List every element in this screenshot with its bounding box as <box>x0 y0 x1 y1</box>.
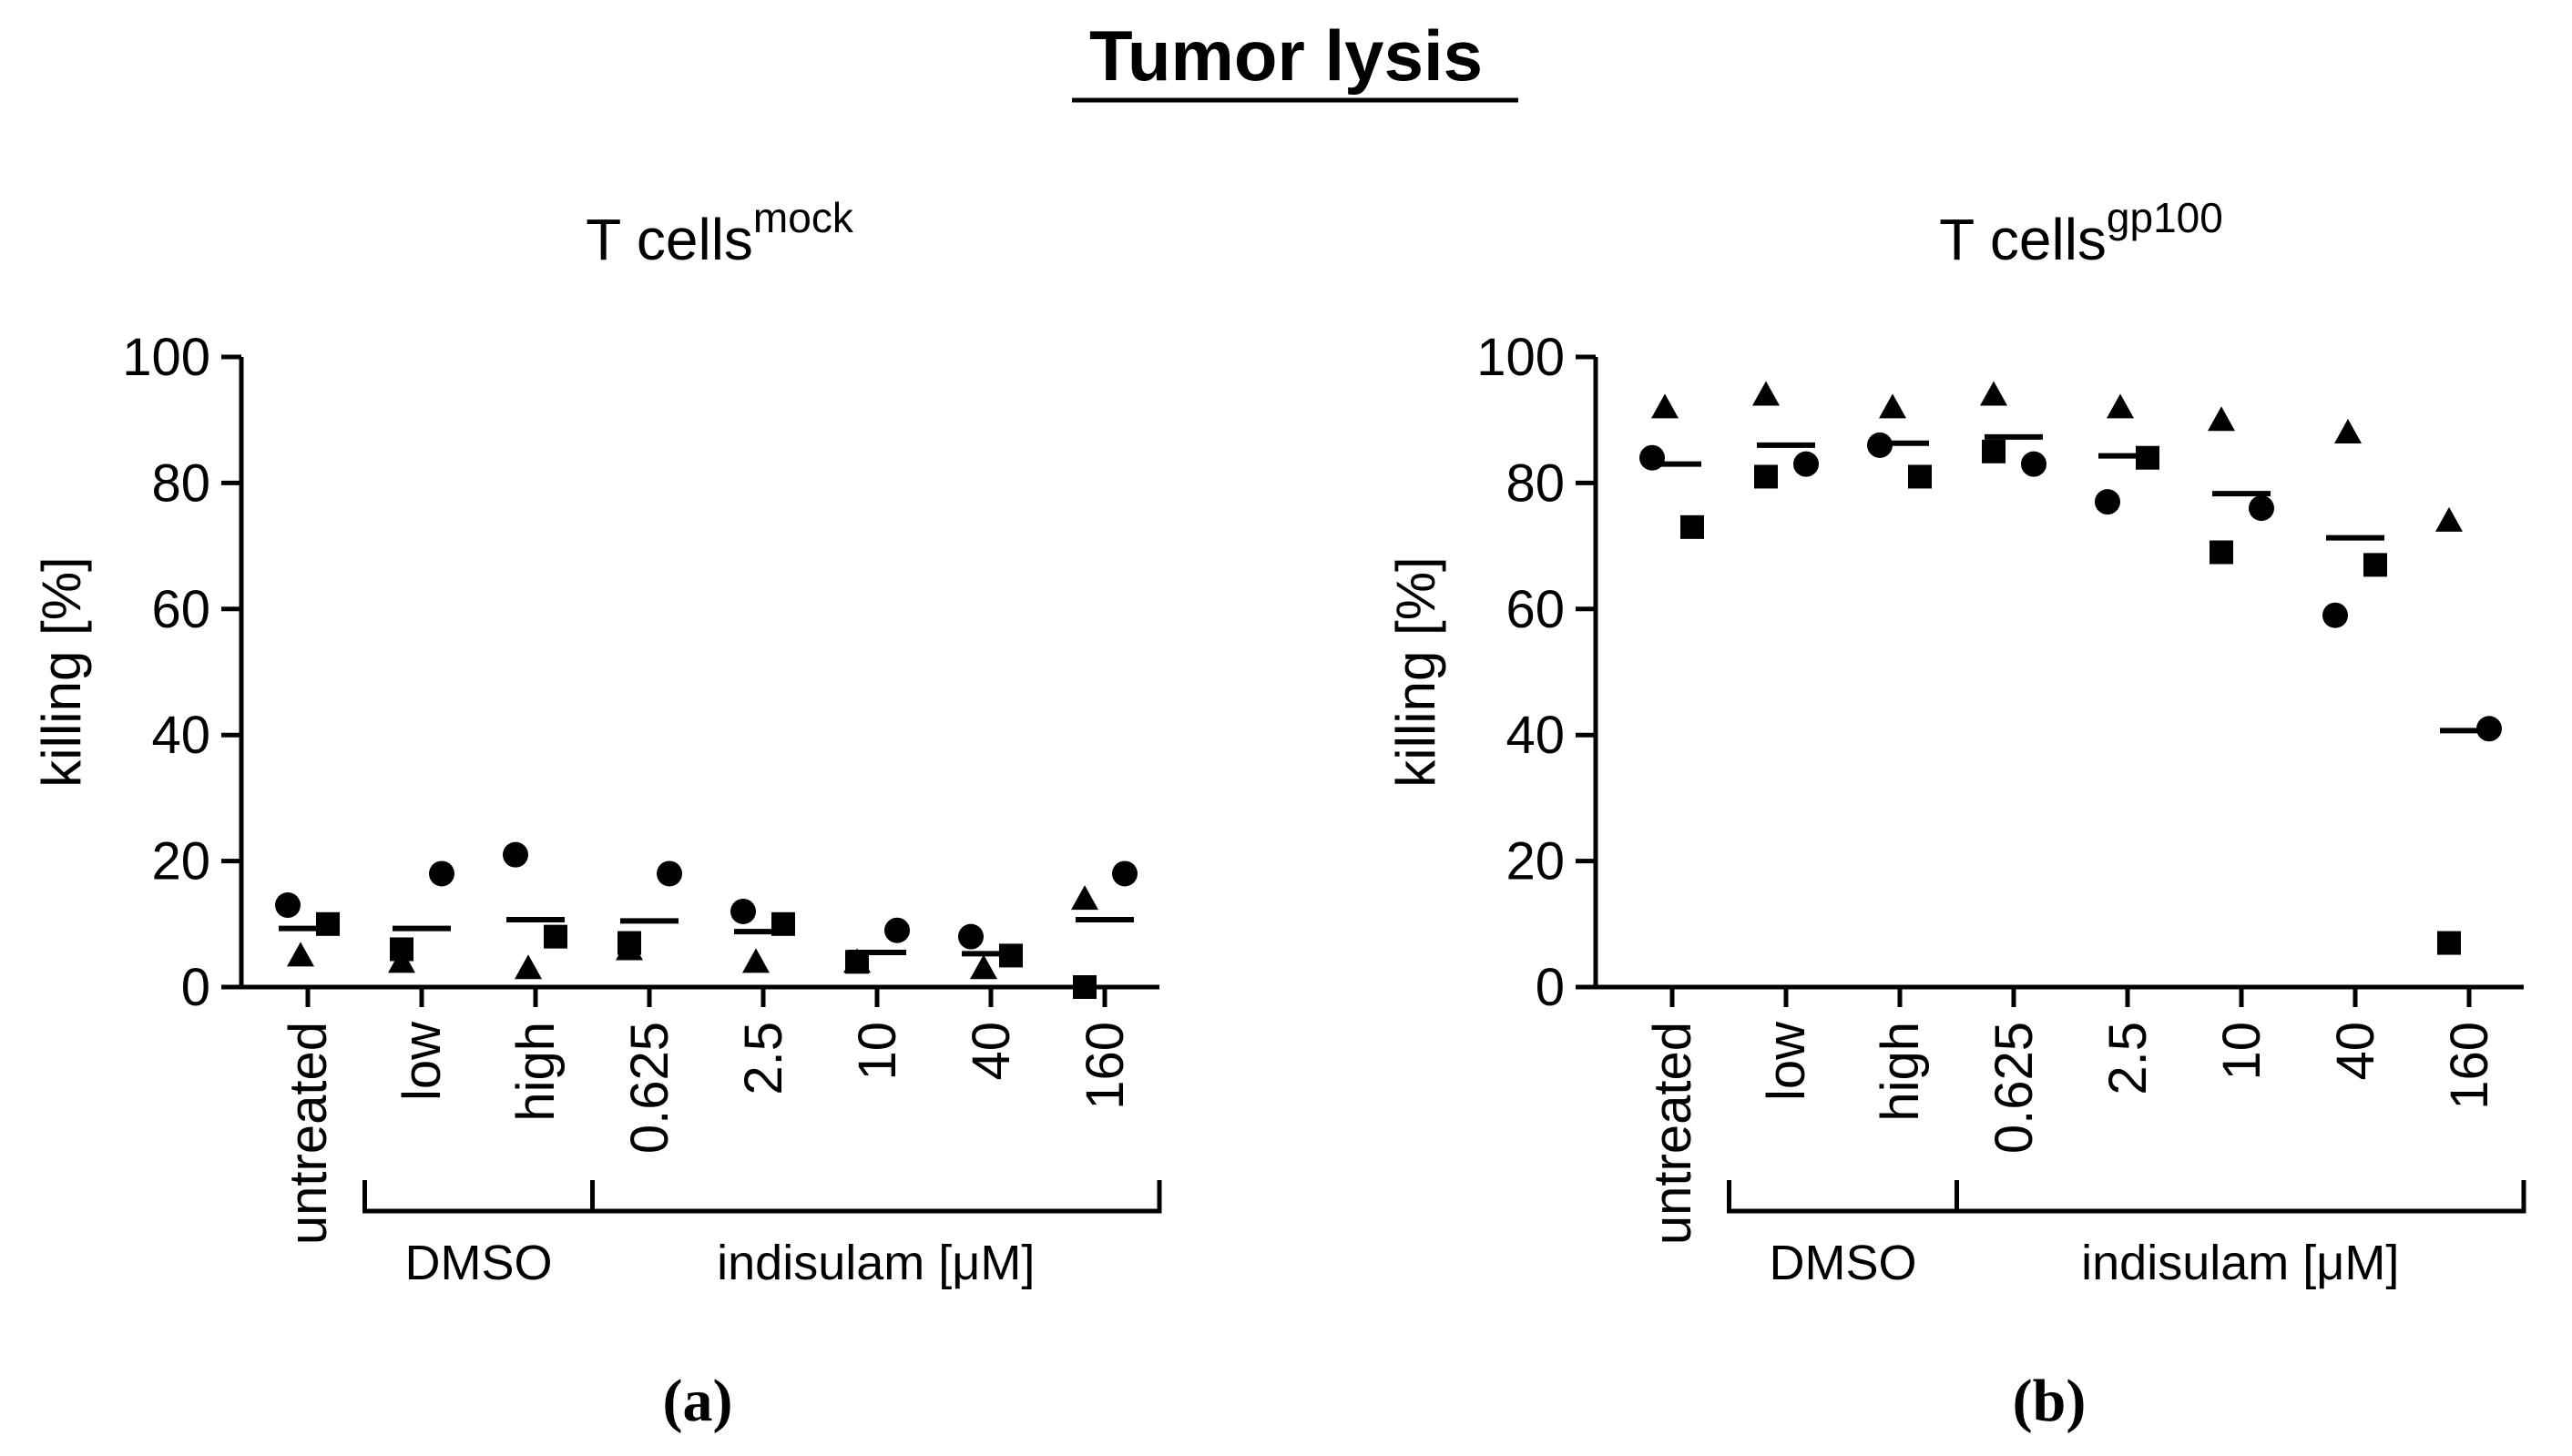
panel-title: T cellsmock <box>586 194 854 272</box>
panel-title: T cellsgp100 <box>1939 194 2223 272</box>
group-bracket <box>1955 1180 2526 1214</box>
x-tick-label: 160 <box>1076 1022 1135 1110</box>
data-point-square <box>771 911 795 936</box>
y-tick-label: 0 <box>181 958 210 1017</box>
data-point-circle <box>503 841 528 868</box>
y-tick-label: 100 <box>1476 328 1565 387</box>
data-point-circle <box>429 860 454 887</box>
data-point-triangle <box>970 954 997 980</box>
x-tick-label: 40 <box>962 1022 1021 1081</box>
data-point-square <box>544 924 567 949</box>
group-label: indisulam [μM] <box>717 1236 1035 1290</box>
data-point-square <box>1754 464 1778 489</box>
x-tick-label: 2.5 <box>2098 1022 2158 1095</box>
data-point-triangle <box>1980 381 2007 406</box>
data-point-circle <box>2249 495 2274 522</box>
y-tick-label: 80 <box>151 453 210 513</box>
x-tick-label: 10 <box>848 1022 907 1081</box>
data-point-circle <box>1112 860 1138 887</box>
x-tick-label: 2.5 <box>734 1022 793 1095</box>
x-tick-label: high <box>506 1022 566 1122</box>
group-label: DMSO <box>405 1236 553 1290</box>
x-tick-label: low <box>1757 1021 1816 1101</box>
y-axis-label: killing [%] <box>31 556 92 787</box>
data-point-triangle <box>1071 885 1098 911</box>
data-point-square <box>2437 931 2461 955</box>
panel-label-a: (a) <box>663 1368 733 1434</box>
panel-title-main: T cells <box>586 207 753 272</box>
data-point-triangle <box>2107 393 2134 419</box>
data-point-square <box>1073 975 1097 999</box>
data-point-circle <box>884 917 910 943</box>
panel-title-superscript: gp100 <box>2107 194 2223 241</box>
data-point-square <box>2136 445 2159 470</box>
y-tick-label: 40 <box>1505 706 1565 765</box>
data-point-triangle <box>616 935 643 961</box>
group-bracket <box>362 1180 595 1214</box>
panel-label-b: (b) <box>2013 1368 2087 1434</box>
group-label: indisulam [μM] <box>2081 1236 2399 1290</box>
x-tick-label: 40 <box>2326 1022 2385 1081</box>
data-point-square <box>316 911 340 936</box>
y-tick-label: 60 <box>151 580 210 639</box>
data-point-triangle <box>843 948 871 973</box>
data-point-circle <box>1793 451 1819 477</box>
y-tick-label: 60 <box>1505 580 1565 639</box>
group-bracket <box>1727 1180 1959 1214</box>
data-point-triangle <box>1752 381 1780 406</box>
data-point-circle <box>730 898 756 924</box>
data-point-square <box>2363 553 2387 577</box>
panel-title-main: T cells <box>1939 207 2107 272</box>
data-point-triangle <box>1879 393 1906 419</box>
y-axis-label: killing [%] <box>1385 556 1446 787</box>
data-point-square <box>2210 540 2233 565</box>
panel-a: T cellsmock killing [%] 0 20 40 60 80 100 untrea… <box>31 194 1162 1290</box>
data-point-circle <box>2476 716 2502 742</box>
group-bracket <box>590 1180 1162 1214</box>
panel-b: T cellsgp100 killing [%] 0 20 40 60 80 100 untre… <box>1385 194 2526 1290</box>
data-point-triangle <box>2208 406 2235 432</box>
data-point-triangle <box>287 942 314 967</box>
data-point-circle <box>1867 432 1893 458</box>
y-tick-label: 20 <box>151 832 210 891</box>
figure-title: Tumor lysis <box>1089 15 1483 96</box>
data-point-circle <box>1639 444 1665 471</box>
data-point-triangle <box>742 948 770 973</box>
data-point-circle <box>958 923 984 950</box>
data-point-circle <box>2021 451 2046 477</box>
x-tick-label: 160 <box>2440 1022 2499 1110</box>
data-point-circle <box>657 860 682 887</box>
y-tick-label: 40 <box>151 706 210 765</box>
x-tick-label: untreated <box>279 1022 338 1245</box>
y-tick-label: 80 <box>1505 453 1565 513</box>
data-point-square <box>1680 514 1704 539</box>
data-point-circle <box>2095 489 2120 515</box>
group-label: DMSO <box>1770 1236 1917 1290</box>
x-tick-label: 0.625 <box>1985 1022 2044 1154</box>
data-point-triangle <box>2334 419 2362 444</box>
data-point-circle <box>275 892 301 919</box>
data-point-triangle <box>515 954 542 980</box>
y-tick-label: 100 <box>122 328 210 387</box>
data-point-square <box>1908 464 1932 489</box>
data-point-square <box>999 943 1023 968</box>
x-tick-label: untreated <box>1643 1022 1702 1245</box>
y-tick-label: 20 <box>1505 832 1565 891</box>
data-point-triangle <box>1651 393 1679 419</box>
data-point-triangle <box>2435 506 2463 532</box>
x-tick-label: high <box>1871 1022 1930 1122</box>
x-tick-label: 0.625 <box>620 1022 679 1154</box>
panel-title-superscript: mock <box>753 194 854 241</box>
x-tick-label: 10 <box>2212 1022 2271 1081</box>
x-tick-label: low <box>393 1021 452 1101</box>
data-point-circle <box>2322 602 2348 628</box>
data-point-square <box>1982 439 2006 463</box>
data-point-triangle <box>388 948 415 973</box>
y-tick-label: 0 <box>1536 958 1565 1017</box>
